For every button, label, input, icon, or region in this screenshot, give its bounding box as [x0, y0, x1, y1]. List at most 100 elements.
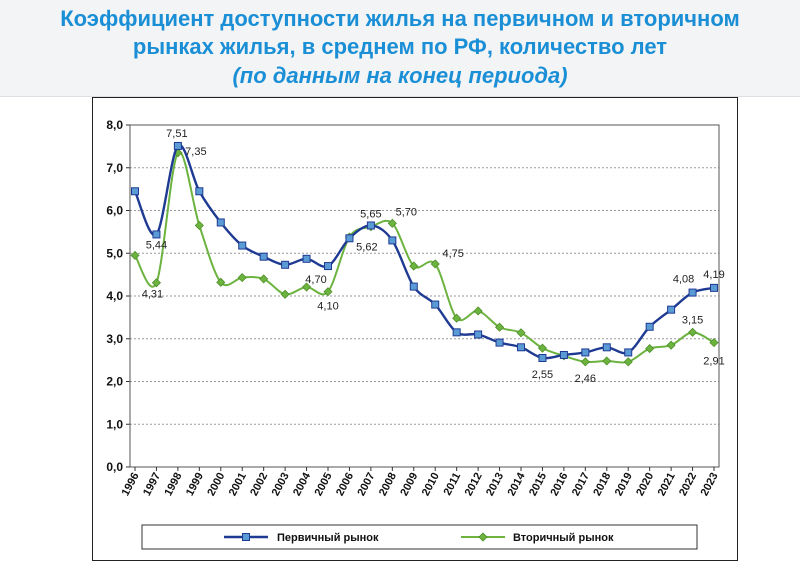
primary-market-marker	[624, 348, 633, 357]
primary-market-marker	[645, 322, 654, 331]
data-label: 5,62	[356, 242, 377, 254]
x-tick-label: 2016	[548, 471, 570, 498]
x-tick-label: 1999	[184, 471, 206, 498]
primary-market-marker	[366, 221, 375, 230]
x-tick-label: 2015	[527, 471, 549, 498]
primary-market-marker	[345, 234, 354, 243]
primary-market-marker	[581, 348, 590, 357]
secondary-market-marker	[216, 277, 226, 287]
primary-market-marker	[452, 328, 461, 337]
primary-market-line	[133, 144, 715, 360]
primary-market-marker	[431, 300, 440, 309]
x-tick-label: 2002	[248, 471, 270, 498]
secondary-market-marker	[301, 282, 312, 292]
primary-market-marker	[710, 283, 718, 292]
secondary-market-line	[134, 151, 715, 364]
primary-market-marker	[474, 330, 483, 339]
x-tick-label: 2005	[313, 471, 335, 498]
primary-market-marker	[602, 343, 611, 352]
primary-market-marker	[259, 252, 268, 261]
secondary-market-marker	[409, 261, 419, 271]
x-tick-label: 2020	[634, 471, 656, 498]
primary-market-marker	[131, 187, 139, 196]
line-chart: 0,0 1,0 2,0 3,0 4,0 5,0 6,0 7,0 8,0 1996 1997 1998 1…	[106, 118, 725, 550]
x-tick-label: 2011	[442, 471, 464, 498]
x-tick-label: 2001	[227, 471, 249, 498]
primary-market-marker	[173, 141, 182, 150]
primary-market-marker	[559, 350, 568, 359]
primary-market-marker	[538, 353, 547, 362]
y-tick-label: 1,0	[106, 417, 123, 431]
legend-marker-primary	[242, 533, 250, 541]
y-tick-label: 2,0	[106, 375, 123, 389]
x-tick-label: 2017	[570, 471, 592, 498]
secondary-market-marker	[473, 306, 483, 316]
primary-market-marker	[517, 343, 525, 352]
secondary-market-marker	[430, 259, 440, 269]
chart-frame: 0,0 1,0 2,0 3,0 4,0 5,0 6,0 7,0 8,0 1996 1997 1998 1…	[92, 97, 738, 561]
legend-label-primary: Первичный рынок	[277, 532, 379, 544]
secondary-market-marker	[516, 328, 526, 338]
secondary-market-marker	[666, 340, 676, 350]
secondary-market-marker	[494, 322, 505, 332]
slide-header: Коэффициент доступности жилья на первичн…	[0, 0, 800, 97]
secondary-market-marker	[151, 278, 162, 288]
x-tick-label: 2004	[291, 470, 313, 498]
secondary-market-marker	[194, 220, 204, 231]
data-label: 2,46	[575, 373, 596, 385]
data-label: 5,44	[146, 239, 167, 251]
x-tick-label: 2009	[398, 471, 420, 498]
data-label: 4,10	[317, 301, 338, 313]
y-tick-label: 0,0	[106, 460, 123, 474]
y-tick-label: 4,0	[106, 289, 123, 303]
primary-market-marker	[495, 338, 504, 347]
x-tick-label: 2023	[699, 471, 721, 498]
primary-market-marker	[409, 282, 418, 291]
secondary-market-marker	[687, 327, 698, 337]
secondary-market-marker	[323, 287, 333, 297]
x-tick-label: 2014	[506, 470, 528, 498]
x-tick-label: 2018	[591, 471, 613, 498]
primary-market-marker	[302, 254, 311, 263]
legend-label-secondary: Вторичный рынок	[513, 532, 614, 544]
data-label: 7,35	[185, 146, 206, 158]
primary-market-marker	[324, 262, 332, 271]
x-tick-label: 2006	[334, 471, 356, 498]
primary-market-marker	[688, 288, 697, 297]
y-tick-label: 8,0	[106, 118, 123, 132]
primary-market-marker	[388, 236, 397, 245]
primary-market-marker	[216, 218, 225, 227]
secondary-market-marker	[130, 250, 140, 260]
secondary-market-marker	[452, 313, 462, 323]
primary-market-marker	[667, 305, 676, 314]
data-label: 4,19	[703, 269, 724, 281]
y-tick-label: 5,0	[106, 246, 123, 260]
data-label: 5,70	[396, 206, 417, 218]
chart-title-line-2: рынках жилья, в среднем по РФ, количеств…	[132, 34, 668, 59]
y-tick-label: 6,0	[106, 204, 123, 218]
chart-subtitle: (по данным на конец периода)	[232, 63, 568, 88]
primary-market-marker	[152, 230, 161, 239]
data-label: 4,31	[142, 289, 163, 301]
y-tick-label: 7,0	[106, 161, 123, 175]
secondary-market-marker	[387, 218, 397, 228]
secondary-market-marker	[709, 338, 719, 348]
secondary-market-marker	[280, 289, 290, 299]
secondary-market-marker	[237, 273, 247, 283]
x-tick-label: 2021	[656, 471, 678, 498]
x-tick-label: 2022	[677, 471, 699, 498]
x-tick-label: 2008	[377, 471, 399, 498]
secondary-market-marker	[645, 344, 655, 354]
secondary-market-marker	[580, 357, 590, 367]
data-label: 2,91	[703, 356, 724, 368]
primary-market-marker	[238, 241, 247, 250]
data-label: 4,08	[673, 274, 694, 286]
plot-area	[129, 124, 720, 468]
x-tick-label: 2007	[355, 471, 377, 498]
data-label: 4,70	[305, 274, 326, 286]
legend-marker-secondary	[478, 532, 488, 542]
y-tick-label: 3,0	[106, 332, 123, 346]
x-tick-label: 2000	[205, 471, 227, 498]
secondary-market-marker	[537, 343, 548, 353]
x-tick-label: 2013	[484, 471, 506, 498]
